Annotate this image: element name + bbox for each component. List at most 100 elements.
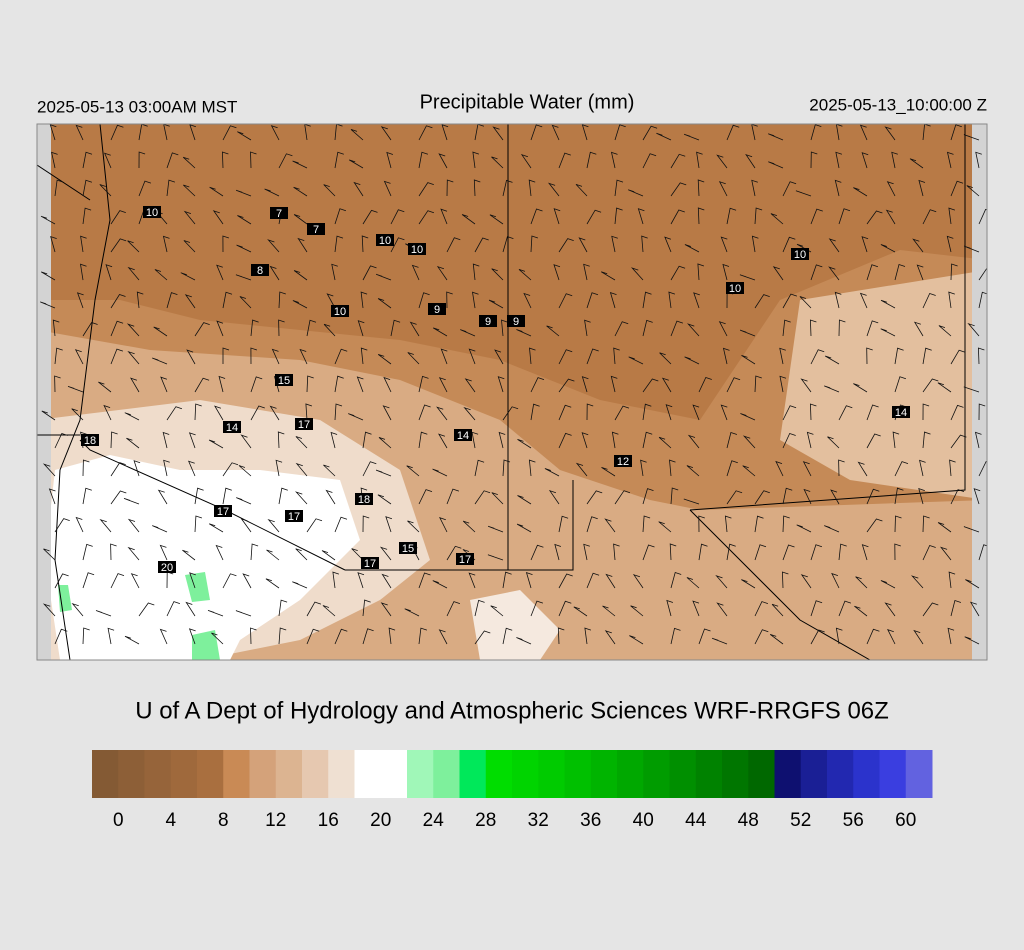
wind-barb: [294, 491, 308, 505]
wind-barb: [716, 602, 728, 617]
wind-barb: [159, 628, 168, 645]
wind-barb: [779, 347, 786, 365]
wind-barb: [267, 239, 280, 253]
pw-label: 7: [313, 224, 319, 236]
wind-barb: [894, 487, 904, 505]
wind-barb: [854, 605, 868, 617]
wind-barb: [575, 462, 588, 477]
moist-patch: [185, 572, 210, 602]
wind-barb: [237, 131, 252, 141]
wind-barb: [278, 319, 285, 337]
wind-barb: [861, 152, 869, 169]
wind-barb: [796, 524, 812, 533]
wind-barb: [782, 433, 796, 449]
wind-barb: [754, 629, 769, 645]
colorbar-swatch: [328, 750, 355, 798]
wind-barb: [641, 235, 648, 253]
wind-barb: [446, 237, 461, 253]
wind-barb: [326, 293, 336, 309]
colorbar-tick-label: 44: [685, 810, 707, 831]
wind-barb: [242, 573, 252, 589]
wind-barb: [222, 125, 237, 141]
pw-label: 14: [895, 407, 907, 419]
wind-barb: [810, 264, 823, 281]
wind-barb: [473, 179, 481, 197]
wind-barb: [235, 610, 252, 617]
wind-barb: [950, 489, 965, 505]
pw-label: 10: [794, 249, 806, 261]
wind-barb: [67, 386, 84, 393]
no-data: [972, 124, 987, 660]
pw-label: 9: [513, 316, 519, 328]
wind-barb: [891, 151, 898, 169]
wind-barb: [853, 383, 868, 393]
wind-barb: [110, 294, 126, 309]
credit: U of A Dept of Hydrology and Atmospheric…: [135, 697, 889, 724]
wind-barb: [658, 436, 672, 449]
wind-barb: [239, 296, 252, 309]
wind-barb: [520, 154, 532, 169]
wind-barb: [861, 544, 869, 561]
wind-barb: [861, 236, 869, 253]
colorbar-swatch: [827, 750, 854, 798]
wind-barb: [754, 375, 762, 393]
wind-barb: [950, 263, 958, 281]
wind-barb: [558, 573, 573, 589]
wind-barb: [331, 263, 338, 281]
wind-barb: [726, 460, 738, 477]
wind-barb: [440, 208, 448, 225]
no-data: [37, 124, 51, 660]
wind-barb: [160, 376, 168, 393]
wind-barb: [432, 580, 448, 589]
wind-barb: [130, 573, 140, 589]
label-box: [507, 315, 525, 327]
wind-barb: [82, 572, 95, 589]
wind-barb: [187, 460, 196, 477]
label-box: [355, 493, 373, 505]
wind-barb: [385, 516, 393, 533]
wind-barb: [380, 126, 392, 141]
wind-barb: [670, 320, 684, 337]
wind-barb: [530, 403, 540, 421]
wind-barb: [573, 606, 588, 617]
wind-barb: [152, 357, 168, 365]
colorbar-swatch: [459, 750, 487, 798]
wind-barb: [975, 151, 982, 169]
colorbar-swatch: [853, 750, 880, 798]
wind-barb: [642, 319, 653, 337]
wind-barb: [741, 355, 756, 365]
valid-utc-time: 2025-05-13_10:00:00 Z: [809, 95, 987, 114]
wind-barb: [810, 124, 822, 141]
wind-barb: [838, 208, 851, 225]
colorbar-tick-label: 0: [113, 810, 124, 831]
wind-barb: [322, 605, 336, 617]
colorbar-swatch: [669, 750, 697, 798]
wind-barb: [183, 210, 196, 225]
wind-barb: [601, 467, 616, 477]
wind-barb: [741, 579, 756, 589]
wind-barb: [544, 468, 560, 477]
wind-barb: [211, 632, 224, 645]
wind-barb: [642, 125, 658, 141]
wind-barb: [216, 320, 224, 337]
wind-barb: [306, 628, 320, 645]
wind-barb: [686, 323, 700, 337]
wind-barb: [418, 210, 435, 225]
wind-barb: [362, 461, 377, 477]
wind-barb: [835, 151, 843, 169]
colorbar-swatch: [407, 750, 434, 798]
wind-barb: [208, 439, 224, 449]
wind-barb: [406, 465, 420, 477]
wind-barb: [472, 151, 480, 169]
wind-barb: [502, 406, 519, 421]
wind-barb: [42, 463, 56, 477]
wind-barb: [407, 520, 420, 533]
wind-barb: [670, 182, 687, 197]
colorbar-swatch: [433, 750, 460, 798]
wind-barb: [518, 269, 532, 281]
wind-barb: [436, 406, 448, 421]
wind-barb: [824, 385, 840, 393]
wind-barb: [418, 375, 429, 393]
wind-barb: [418, 627, 428, 645]
wind-barb: [809, 319, 817, 337]
